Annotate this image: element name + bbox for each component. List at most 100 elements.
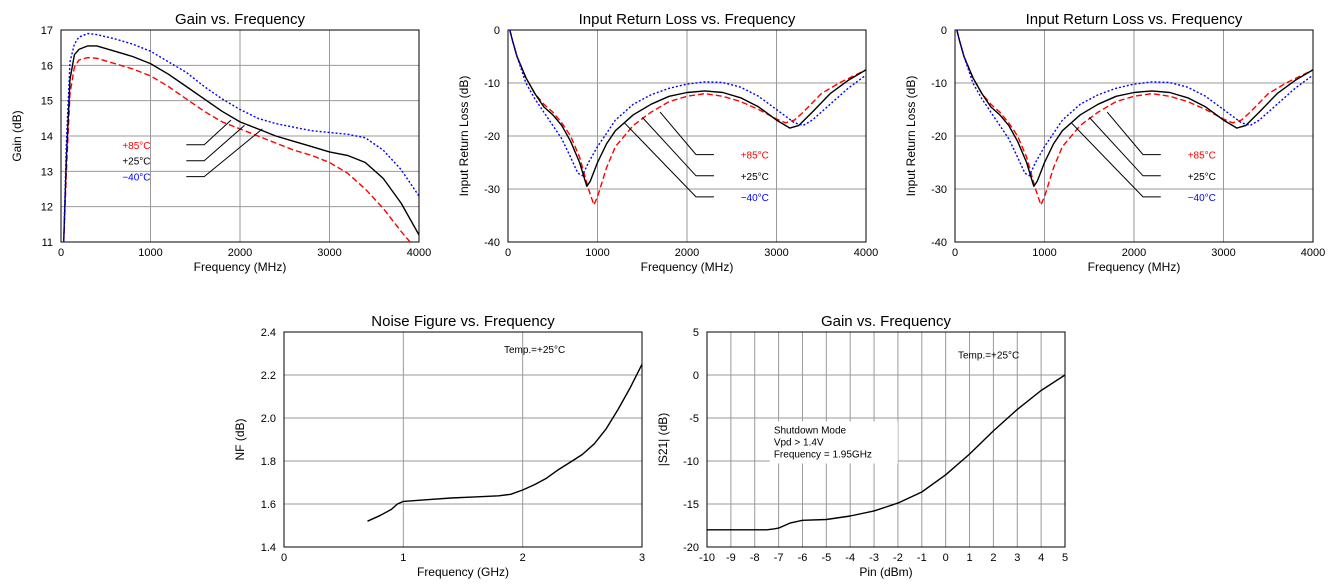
x-tick-label: -2 xyxy=(893,552,903,564)
y-tick-label: 12 xyxy=(41,202,53,214)
x-tick-label: 2 xyxy=(520,552,526,564)
legend-label: +85°C xyxy=(122,141,150,152)
x-tick-label: 0 xyxy=(952,247,958,259)
y-tick-label: -40 xyxy=(484,237,500,249)
series-line xyxy=(509,30,866,187)
series-line xyxy=(63,45,419,242)
annotation-line: Frequency = 1.95GHz xyxy=(774,449,872,460)
series-line xyxy=(956,30,1313,206)
x-tick-label: 5 xyxy=(1062,552,1068,564)
chart-title: Input Return Loss vs. Frequency xyxy=(1026,11,1243,28)
y-tick-label: -20 xyxy=(683,542,699,554)
chart-4: Noise Figure vs. Frequency 0 1 2 3 1.4 1.6 1.8 2… xyxy=(233,313,645,579)
x-tick-label: 1000 xyxy=(585,247,609,259)
plot-frame xyxy=(507,29,867,243)
legend-leader-line xyxy=(186,128,263,178)
chart-title: Gain vs. Frequency xyxy=(175,11,306,28)
y-tick-label: -15 xyxy=(683,499,699,511)
x-tick-label: 4000 xyxy=(407,247,431,259)
x-tick-label: -4 xyxy=(845,552,855,564)
x-tick-label: 2000 xyxy=(675,247,699,259)
plot-frame xyxy=(954,29,1314,243)
x-tick-label: -5 xyxy=(821,552,831,564)
y-tick-label: -10 xyxy=(683,456,699,468)
x-tick-label: 2000 xyxy=(1122,247,1146,259)
chart-title: Gain vs. Frequency xyxy=(821,313,952,330)
y-tick-label: 5 xyxy=(693,327,699,339)
y-tick-label: 17 xyxy=(41,25,53,37)
y-tick-label: 13 xyxy=(41,166,53,178)
x-tick-label: 0 xyxy=(505,247,511,259)
x-tick-label: 4000 xyxy=(1301,247,1325,259)
series-line xyxy=(509,30,866,206)
x-tick-label: 3 xyxy=(639,552,645,564)
y-tick-label: -30 xyxy=(931,184,947,196)
y-tick-label: 1.4 xyxy=(261,542,276,554)
y-axis-label: NF (dB) xyxy=(233,418,247,460)
y-tick-label: 15 xyxy=(41,96,53,108)
y-tick-label: 11 xyxy=(42,237,53,249)
series-line xyxy=(367,363,642,522)
y-tick-label: 2.4 xyxy=(261,327,276,339)
chart-title: Input Return Loss vs. Frequency xyxy=(579,11,796,28)
y-tick-label: 1.8 xyxy=(261,456,276,468)
chart-5: Gain vs. Frequency-10 -9 -8 -7 -6 -5 -4 -3 -2 -1 0… xyxy=(656,313,1068,579)
y-tick-label: 14 xyxy=(41,131,53,143)
x-tick-label: 2 xyxy=(990,552,996,564)
y-tick-label: -20 xyxy=(484,131,500,143)
y-axis-label: Input Return Loss (dB) xyxy=(457,76,471,197)
x-tick-label: 0 xyxy=(281,552,287,564)
legend-leader-line xyxy=(186,125,245,162)
x-tick-label: 1 xyxy=(966,552,972,564)
series-line xyxy=(509,30,866,177)
y-tick-label: 2.0 xyxy=(261,413,276,425)
x-tick-label: 2000 xyxy=(228,247,252,259)
x-tick-label: -8 xyxy=(750,552,760,564)
legend-leader-line xyxy=(186,119,232,146)
y-tick-label: -20 xyxy=(931,131,947,143)
x-axis-label: Frequency (MHz) xyxy=(1088,260,1181,274)
y-axis-label: Gain (dB) xyxy=(10,110,24,161)
x-tick-label: -3 xyxy=(869,552,879,564)
plot-frame xyxy=(283,331,643,548)
legend-label: −40°C xyxy=(1188,193,1216,204)
annotation-line: Shutdown Mode xyxy=(774,425,847,436)
legend-leader-line xyxy=(659,111,714,156)
x-tick-label: 3 xyxy=(1014,552,1020,564)
x-tick-label: -1 xyxy=(917,552,927,564)
chart-title: Noise Figure vs. Frequency xyxy=(371,313,555,330)
y-tick-label: -40 xyxy=(931,237,947,249)
y-axis-label: |S21| (dB) xyxy=(656,413,670,467)
legend-label: +25°C xyxy=(122,157,150,168)
series-line xyxy=(707,374,1065,531)
plot-frame xyxy=(706,331,1066,548)
x-tick-label: 4 xyxy=(1038,552,1044,564)
x-tick-label: 3000 xyxy=(764,247,788,259)
series-line xyxy=(63,32,419,242)
y-tick-label: -30 xyxy=(484,184,500,196)
x-tick-label: 1 xyxy=(400,552,406,564)
legend-label: −40°C xyxy=(122,173,150,184)
series-line xyxy=(956,30,1313,187)
chart-2: Input Return Loss vs. Frequency 0 1000 2000… xyxy=(457,11,878,274)
x-tick-label: -7 xyxy=(774,552,784,564)
y-tick-label: -10 xyxy=(931,78,947,90)
series-line xyxy=(956,30,1313,177)
x-tick-label: 0 xyxy=(58,247,64,259)
x-axis-label: Frequency (GHz) xyxy=(417,565,509,579)
x-axis-label: Pin (dBm) xyxy=(859,565,912,579)
x-tick-label: 1000 xyxy=(138,247,162,259)
x-tick-label: 3000 xyxy=(317,247,341,259)
y-tick-label: 2.2 xyxy=(261,370,276,382)
legend-label: +25°C xyxy=(1188,172,1216,183)
x-tick-label: 0 xyxy=(943,552,949,564)
x-tick-label: -10 xyxy=(699,552,715,564)
y-tick-label: 0 xyxy=(693,370,699,382)
x-tick-label: 4000 xyxy=(854,247,878,259)
y-tick-label: -10 xyxy=(484,78,500,90)
legend-leader-line xyxy=(624,122,714,198)
chart-1: Gain vs. Frequency 0 1000 2000 3000 4000 11 12 1… xyxy=(10,11,431,274)
legend-leader-line xyxy=(1070,122,1161,198)
temperature-note: Temp.=+25°C xyxy=(504,345,565,356)
